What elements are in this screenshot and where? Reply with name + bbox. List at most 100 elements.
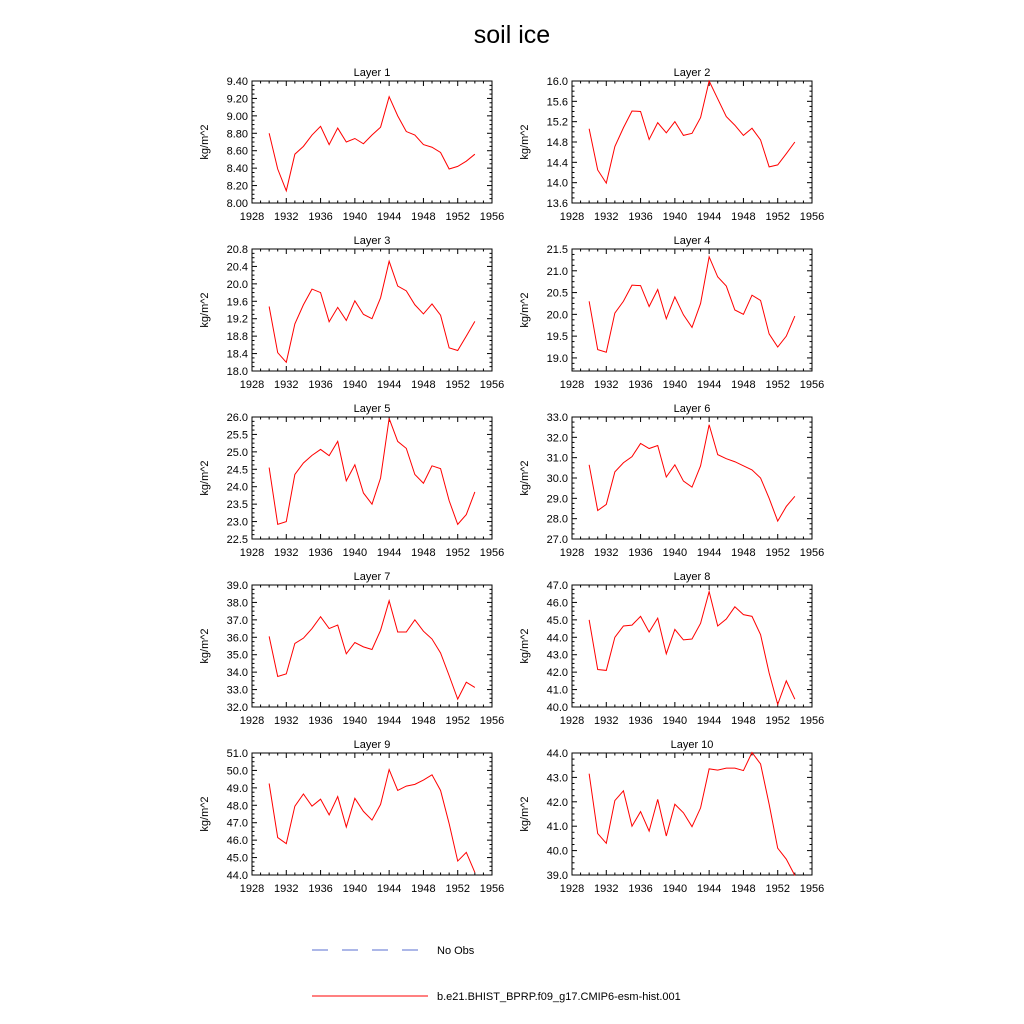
plot-frame xyxy=(251,584,493,708)
y-tick-label: 20.4 xyxy=(227,261,248,273)
x-tick-label: 1948 xyxy=(731,715,755,727)
y-tick-label: 19.2 xyxy=(227,314,248,326)
x-tick-label: 1928 xyxy=(240,715,264,727)
x-tick-label: 1936 xyxy=(628,547,652,559)
y-tick-label: 51.0 xyxy=(227,748,248,760)
y-tick-label: 9.40 xyxy=(227,76,248,88)
panel-layer-6: Layer 6 1928 1932 1936 1940 1944 1948 1952 1956 2… xyxy=(519,403,824,559)
panel-title: Layer 7 xyxy=(354,571,391,583)
x-tick-label: 1952 xyxy=(765,883,789,895)
panel-layer-2: Layer 2 1928 1932 1936 1940 1944 1948 1952 1956 1… xyxy=(519,67,824,223)
x-tick-label: 1944 xyxy=(377,883,401,895)
x-tick-label: 1948 xyxy=(731,883,755,895)
x-tick-label: 1952 xyxy=(445,379,469,391)
x-tick-label: 1956 xyxy=(480,547,504,559)
y-axis-label: kg/m^2 xyxy=(199,796,211,831)
y-tick-label: 45.0 xyxy=(227,853,248,865)
x-tick-label: 1948 xyxy=(731,547,755,559)
x-tick-label: 1956 xyxy=(800,379,824,391)
x-tick-label: 1936 xyxy=(308,547,332,559)
y-tick-label: 19.0 xyxy=(547,353,568,365)
y-tick-label: 46.0 xyxy=(227,835,248,847)
x-tick-label: 1952 xyxy=(765,211,789,223)
panel-title: Layer 2 xyxy=(674,67,711,79)
series-line xyxy=(268,767,476,873)
x-tick-label: 1956 xyxy=(800,883,824,895)
y-tick-label: 24.0 xyxy=(227,482,248,494)
panel-title: Layer 8 xyxy=(674,571,711,583)
x-tick-label: 1948 xyxy=(411,211,435,223)
y-tick-label: 44.0 xyxy=(547,748,568,760)
x-tick-label: 1952 xyxy=(765,547,789,559)
series-line xyxy=(268,598,476,701)
y-tick-label: 20.0 xyxy=(547,309,568,321)
y-tick-label: 23.5 xyxy=(227,499,248,511)
y-tick-label: 46.0 xyxy=(547,597,568,609)
series-line xyxy=(588,589,796,707)
x-tick-label: 1928 xyxy=(240,211,264,223)
y-tick-label: 44.0 xyxy=(547,632,568,644)
y-tick-label: 18.8 xyxy=(227,331,248,343)
y-tick-label: 43.0 xyxy=(547,650,568,662)
x-tick-label: 1928 xyxy=(560,547,584,559)
panel-layer-8: Layer 8 1928 1932 1936 1940 1944 1948 1952 1956 4… xyxy=(519,571,824,727)
y-tick-label: 35.0 xyxy=(227,650,248,662)
plot-frame xyxy=(571,248,813,372)
series-line xyxy=(588,79,796,185)
x-tick-label: 1952 xyxy=(445,547,469,559)
x-tick-label: 1952 xyxy=(765,379,789,391)
y-tick-label: 38.0 xyxy=(227,597,248,609)
y-tick-label: 50.0 xyxy=(227,765,248,777)
y-tick-label: 33.0 xyxy=(227,685,248,697)
y-axis-label: kg/m^2 xyxy=(199,628,211,663)
y-axis-label: kg/m^2 xyxy=(519,124,531,159)
x-tick-label: 1948 xyxy=(731,379,755,391)
x-tick-label: 1928 xyxy=(560,715,584,727)
series-line xyxy=(268,418,476,526)
y-tick-label: 21.5 xyxy=(547,244,568,256)
y-axis-label: kg/m^2 xyxy=(519,460,531,495)
series-line xyxy=(268,259,476,364)
panel-layer-3: Layer 3 1928 1932 1936 1940 1944 1948 1952 1956 1… xyxy=(199,235,504,391)
y-tick-label: 26.0 xyxy=(227,412,248,424)
y-axis-label: kg/m^2 xyxy=(519,628,531,663)
x-tick-label: 1940 xyxy=(663,379,687,391)
y-tick-label: 43.0 xyxy=(547,772,568,784)
y-tick-label: 18.0 xyxy=(227,366,248,378)
x-tick-label: 1940 xyxy=(343,715,367,727)
series-line xyxy=(588,424,796,523)
y-tick-label: 16.0 xyxy=(547,76,568,88)
panel-title: Layer 3 xyxy=(354,235,391,247)
y-axis-label: kg/m^2 xyxy=(519,796,531,831)
series-line xyxy=(588,751,796,876)
y-tick-label: 48.0 xyxy=(227,800,248,812)
y-tick-label: 33.0 xyxy=(547,412,568,424)
y-tick-label: 9.20 xyxy=(227,93,248,105)
y-tick-label: 22.5 xyxy=(227,534,248,546)
x-tick-label: 1956 xyxy=(800,547,824,559)
y-tick-label: 47.0 xyxy=(227,818,248,830)
panel-layer-7: Layer 7 1928 1932 1936 1940 1944 1948 1952 1956 3… xyxy=(199,571,504,727)
y-tick-label: 13.6 xyxy=(547,198,568,210)
y-tick-label: 40.0 xyxy=(547,702,568,714)
x-tick-label: 1944 xyxy=(697,547,721,559)
x-tick-label: 1940 xyxy=(663,211,687,223)
y-tick-label: 45.0 xyxy=(547,615,568,627)
y-tick-label: 31.0 xyxy=(547,453,568,465)
y-tick-label: 24.5 xyxy=(227,464,248,476)
y-tick-label: 8.00 xyxy=(227,198,248,210)
x-tick-label: 1944 xyxy=(697,379,721,391)
x-tick-label: 1944 xyxy=(377,211,401,223)
y-tick-label: 41.0 xyxy=(547,685,568,697)
y-tick-label: 20.5 xyxy=(547,288,568,300)
y-tick-label: 29.0 xyxy=(547,493,568,505)
x-tick-label: 1956 xyxy=(800,715,824,727)
x-tick-label: 1944 xyxy=(697,211,721,223)
x-tick-label: 1956 xyxy=(480,715,504,727)
x-tick-label: 1948 xyxy=(411,379,435,391)
x-tick-label: 1952 xyxy=(445,211,469,223)
x-tick-label: 1936 xyxy=(628,715,652,727)
x-tick-label: 1928 xyxy=(560,883,584,895)
x-tick-label: 1940 xyxy=(663,883,687,895)
x-tick-label: 1936 xyxy=(628,211,652,223)
